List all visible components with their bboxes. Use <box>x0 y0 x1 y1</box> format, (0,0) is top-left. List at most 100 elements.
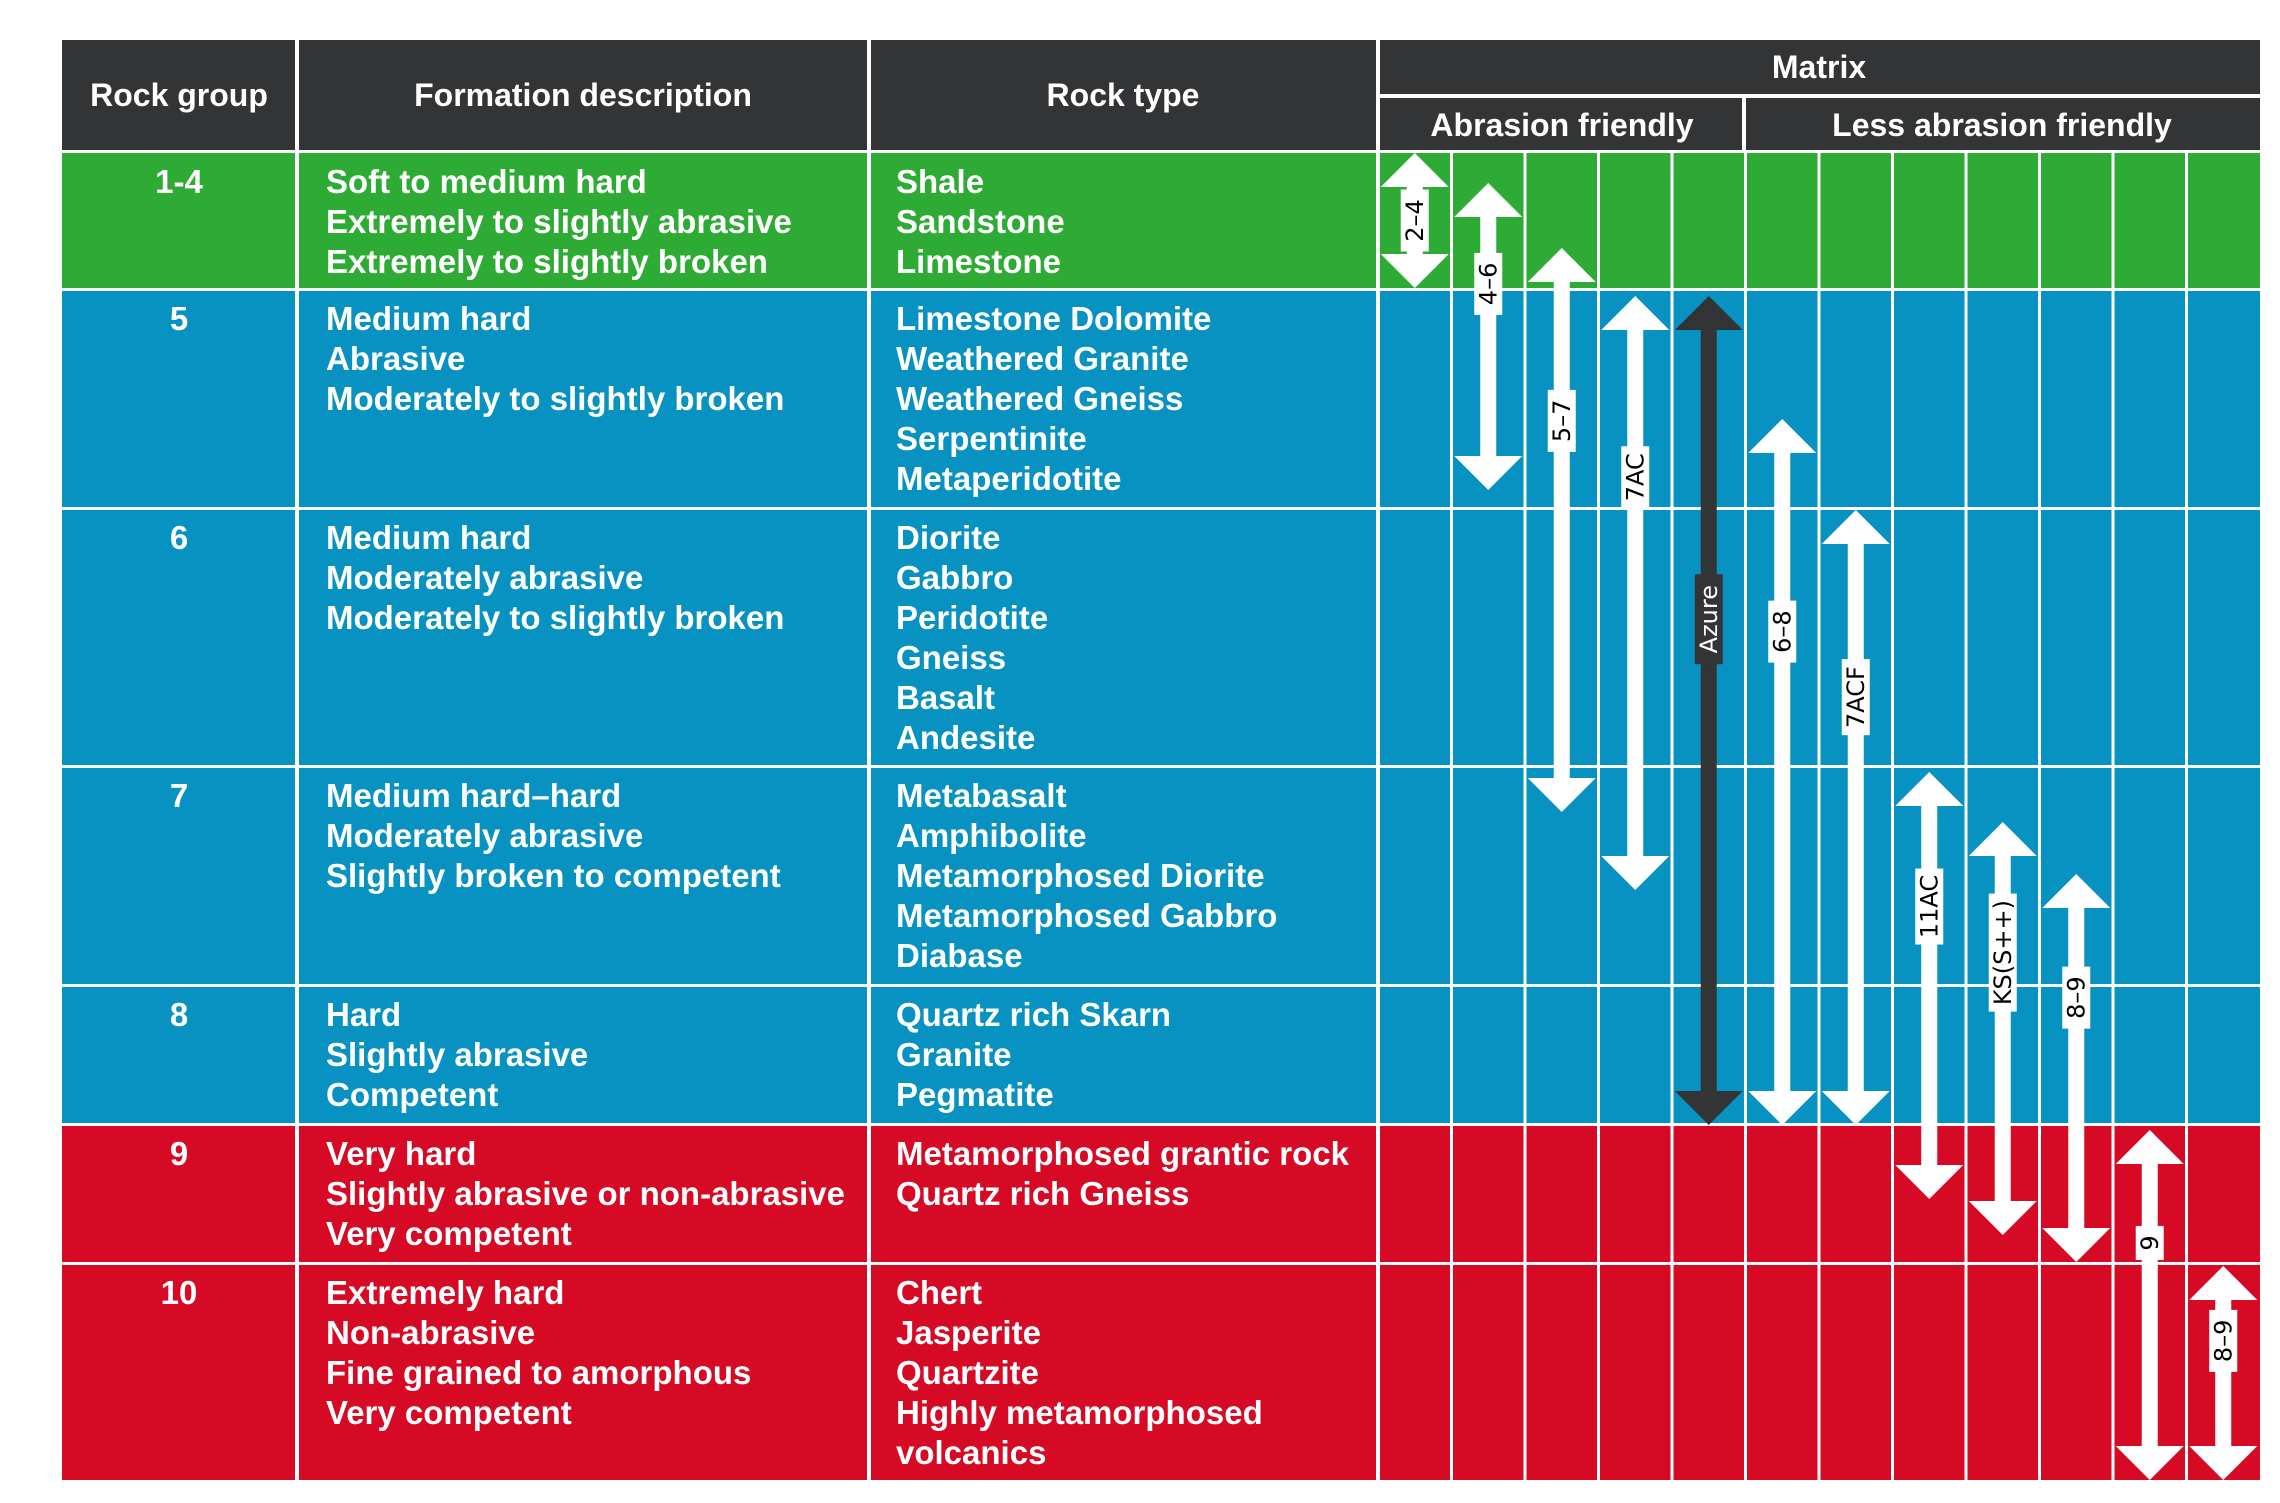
matrix-arrow: 9 <box>2115 1130 2184 1480</box>
rock-group-value: 7 <box>170 777 188 814</box>
rock-type-line: Basalt <box>896 679 995 716</box>
rock-type-line: Amphibolite <box>896 817 1087 854</box>
matrix-arrow: 4–6 <box>1454 183 1523 490</box>
double-arrow-icon <box>1454 183 1523 490</box>
arrow-label: 2–4 <box>1401 199 1429 242</box>
column-divider <box>295 150 299 1480</box>
matrix-arrow: Azure <box>1674 296 1743 1125</box>
arrow-label-background <box>1694 574 1723 665</box>
formation-description-line: Slightly abrasive or non-abrasive <box>326 1175 845 1212</box>
rock-type-line: Shale <box>896 163 984 200</box>
rock-type-line: Highly metamorphosed <box>896 1394 1263 1431</box>
formation-description-line: Moderately to slightly broken <box>326 380 784 417</box>
arrow-label: 6–8 <box>1768 610 1796 653</box>
formation-description-line: Non-abrasive <box>326 1314 535 1351</box>
rock-group-value: 8 <box>170 996 188 1033</box>
matrix-arrow: 7ACF <box>1821 510 1890 1125</box>
formation-description-line: Hard <box>326 996 401 1033</box>
matrix-column-divider <box>2038 150 2041 1480</box>
double-arrow-icon <box>1821 510 1890 1125</box>
matrix-arrow: KS(S++) <box>1968 822 2037 1235</box>
formation-description-line: Moderately abrasive <box>326 559 643 596</box>
arrow-label-background <box>2062 966 2091 1029</box>
header-matrix: Matrix <box>1772 49 1866 85</box>
row-divider <box>62 507 2260 510</box>
matrix-arrow: 5–7 <box>1527 248 1596 812</box>
double-arrow-icon <box>1674 296 1743 1125</box>
rock-type-line: Weathered Gneiss <box>896 380 1183 417</box>
rock-type-line: Pegmatite <box>896 1076 1054 1113</box>
arrow-label: 5–7 <box>1548 400 1576 443</box>
matrix-arrow: 2–4 <box>1380 153 1449 288</box>
row-divider <box>62 765 2260 768</box>
double-arrow-icon <box>1748 419 1817 1125</box>
formation-description-line: Very hard <box>326 1135 476 1172</box>
rock-type-line: Gabbro <box>896 559 1013 596</box>
rock-group-value: 5 <box>170 300 188 337</box>
formation-description-line: Moderately to slightly broken <box>326 599 784 636</box>
rock-group-value: 6 <box>170 519 188 556</box>
rock-type-line: Jasperite <box>896 1314 1041 1351</box>
formation-description-line: Abrasive <box>326 340 465 377</box>
arrow-label-background <box>1400 189 1429 252</box>
arrow-label-background <box>1474 252 1503 315</box>
rock-type-line: Metabasalt <box>896 777 1067 814</box>
formation-description-line: Medium hard <box>326 300 531 337</box>
rock-type-line: Diorite <box>896 519 1001 556</box>
formation-description-line: Moderately abrasive <box>326 817 643 854</box>
rock-type-line: Metamorphosed Diorite <box>896 857 1265 894</box>
matrix-column-divider <box>1891 150 1894 1480</box>
formation-description-line: Medium hard–hard <box>326 777 621 814</box>
arrow-label-background <box>1547 389 1576 452</box>
matrix-column-divider <box>1744 150 1747 1480</box>
arrow-label: KS(S++) <box>1989 900 2017 1005</box>
row-divider <box>62 288 2260 291</box>
rock-type-line: Quartz rich Gneiss <box>896 1175 1189 1212</box>
matrix-grid <box>62 150 2260 1480</box>
rock-type-line: Serpentinite <box>896 420 1087 457</box>
double-arrow-icon <box>1601 296 1670 890</box>
rock-type-line: Chert <box>896 1274 982 1311</box>
rock-type-line: Weathered Granite <box>896 340 1189 377</box>
rock-type-line: Quartzite <box>896 1354 1039 1391</box>
header-rock-group: Rock group <box>90 77 268 113</box>
header-rock-type: Rock type <box>1047 77 1200 113</box>
rock-type-line: volcanics <box>896 1434 1046 1471</box>
column-divider <box>867 150 871 1480</box>
formation-description-line: Very competent <box>326 1215 572 1252</box>
arrow-label-background <box>1621 446 1650 509</box>
matrix-column-divider <box>1450 150 1453 1480</box>
formation-description-line: Soft to medium hard <box>326 163 647 200</box>
formation-description-line: Extremely to slightly broken <box>326 243 768 280</box>
table-header: Rock group Formation description Rock ty… <box>62 40 2260 150</box>
rock-type-line: Peridotite <box>896 599 1048 636</box>
double-arrow-icon <box>1895 772 1964 1199</box>
header-formation-description: Formation description <box>414 77 752 113</box>
matrix-arrow: 8–9 <box>2189 1266 2258 1480</box>
rock-type-line: Metamorphosed Gabbro <box>896 897 1277 934</box>
rock-type-line: Metaperidotite <box>896 460 1122 497</box>
matrix-column-divider <box>1523 150 1527 1480</box>
formation-description-line: Extremely to slightly abrasive <box>326 203 792 240</box>
rock-type-line: Diabase <box>896 937 1023 974</box>
double-arrow-icon <box>2189 1266 2258 1480</box>
rock-type-line: Limestone <box>896 243 1061 280</box>
arrow-label: 7AC <box>1621 453 1649 501</box>
row-divider <box>62 1262 2260 1265</box>
formation-description-line: Extremely hard <box>326 1274 564 1311</box>
rock-group-value: 9 <box>170 1135 188 1172</box>
matrix-column-divider <box>1817 150 1821 1480</box>
arrow-label-background <box>1988 893 2017 1012</box>
rock-group-value: 10 <box>161 1274 198 1311</box>
header-less-abrasion-friendly: Less abrasion friendly <box>1832 107 2172 143</box>
matrix-arrow: 8–9 <box>2042 874 2111 1262</box>
column-divider <box>1376 150 1380 1480</box>
arrow-label-background <box>2135 1225 2164 1260</box>
double-arrow-icon <box>1527 248 1596 812</box>
arrow-label: 8–9 <box>2062 976 2090 1019</box>
rock-group-value: 1-4 <box>155 163 203 200</box>
